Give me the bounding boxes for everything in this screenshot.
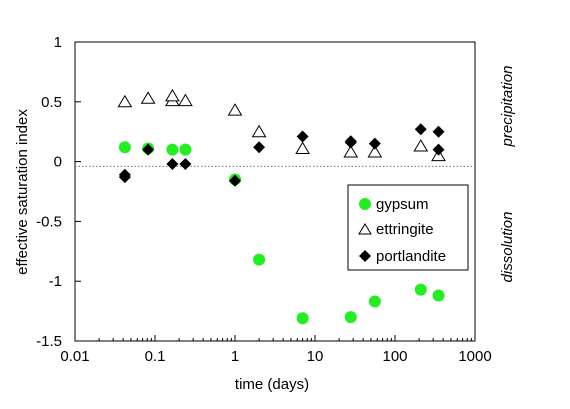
x-tick-label: 10 [307,348,324,365]
legend-label-portlandite: portlandite [376,248,446,265]
ettringite-point [117,94,133,108]
portlandite-point [118,168,131,181]
ettringite-point [178,93,193,107]
portlandite-point [142,143,155,156]
ettringite-point [343,145,359,158]
legend-label-ettringite: ettringite [376,221,434,238]
x-tick-label: 0.1 [145,348,166,365]
x-tick-label: 0.01 [60,348,89,365]
ettringite-point [227,103,243,116]
legend-marker-ettringite [358,223,372,235]
y-tick-label: 0.5 [41,94,62,111]
gypsum-point [344,311,357,324]
portlandite-point [368,137,381,150]
portlandite-point [253,141,266,154]
ettringite-point [251,124,267,138]
y-tick-label: -0.5 [36,213,62,230]
ettringite-point [413,139,429,152]
gypsum-point [432,289,445,302]
legend-marker-gypsum [359,198,371,210]
gypsum-point [296,312,309,325]
x-axis-title: time (days) [235,376,309,393]
plot-area [74,41,476,342]
portlandite-point [414,123,427,136]
ettringite-point [165,88,180,102]
y-tick-label: 0 [54,154,62,171]
y-axis-title: effective saturation index [14,109,31,275]
gypsum-point [118,141,131,154]
portlandite-point [296,130,309,143]
portlandite-point [166,157,179,170]
y-axis: 1 0.5 0 -0.5 -1 -1.5 [36,34,81,350]
gypsum-point [253,253,266,266]
y-tick-label: -1.5 [36,333,62,350]
side-label-precipitation: precipitation [499,66,516,148]
portlandite-point [344,135,357,148]
x-tick-label: 1000 [458,348,491,365]
legend: gypsum ettringite portlandite [347,184,469,271]
x-axis: 0.01 0.1 1 10 100 1000 [60,335,492,365]
data-points [117,88,446,325]
portlandite-point [179,157,192,170]
y-tick-label: -1 [49,273,62,290]
series-portlandite [118,123,445,187]
ettringite-point [295,141,310,154]
legend-marker-portlandite [359,250,371,262]
y-tick-label: 1 [54,34,62,51]
portlandite-point [432,125,445,138]
gypsum-point [166,143,179,156]
x-tick-label: 100 [382,348,407,365]
legend-label-gypsum: gypsum [376,196,429,213]
ettringite-point [140,91,156,104]
x-tick-label: 1 [231,348,239,365]
gypsum-point [414,283,427,296]
ettringite-point [367,145,383,158]
gypsum-point [368,295,381,308]
gypsum-point [179,143,192,156]
portlandite-point [229,174,241,187]
portlandite-point [432,143,445,156]
side-label-dissolution: dissolution [499,212,516,283]
